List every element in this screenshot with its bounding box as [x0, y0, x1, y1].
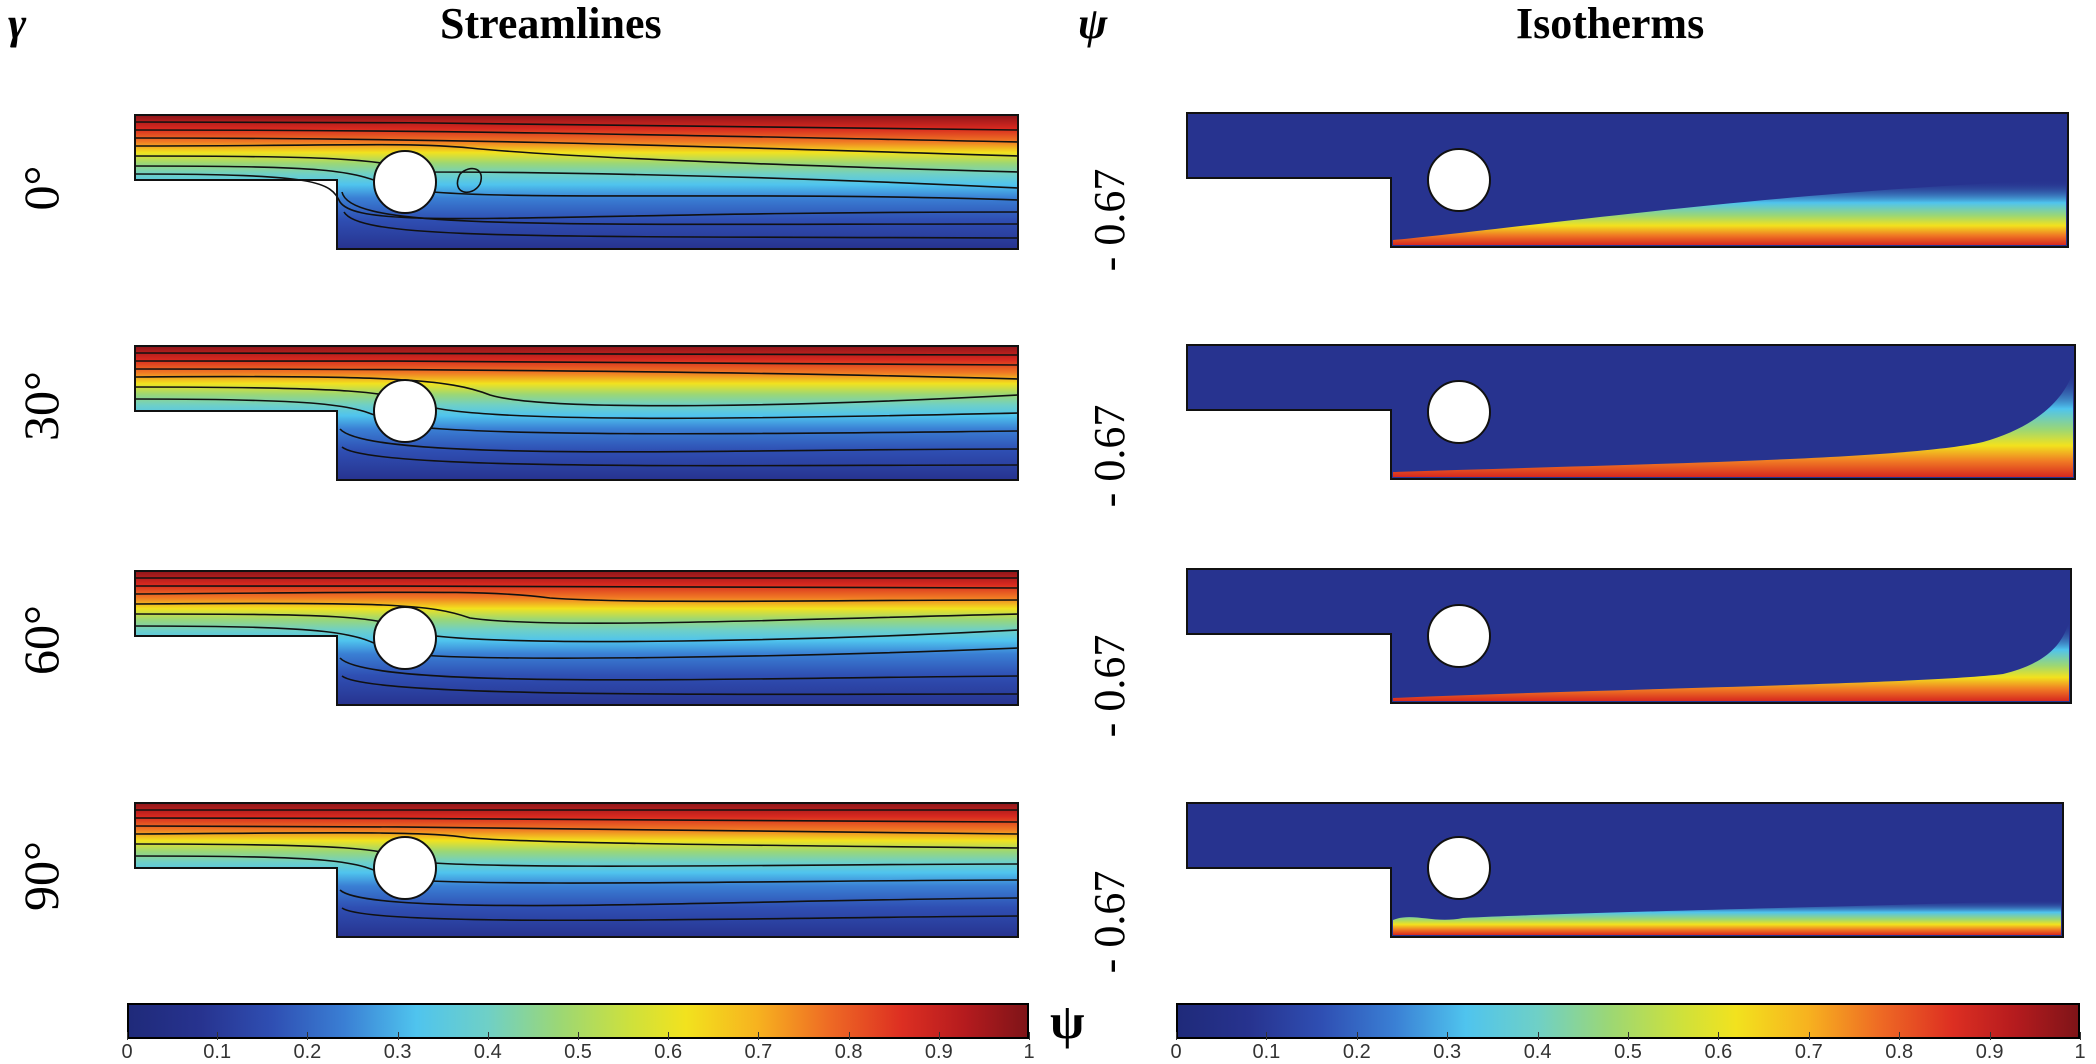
colorbar-tick-mark: [758, 1032, 760, 1040]
colorbar-tick-mark: [938, 1032, 940, 1040]
colorbar-tick-mark: [127, 1032, 128, 1040]
streamlines-colorbar-ticks: 0 0.1 0.2 0.3 0.4 0.5 0.6 0.7 0.8 0.9 1: [121, 1032, 1035, 1064]
streamlines-title: Streamlines: [440, 0, 662, 48]
colorbar-tick-label: 0.7: [1794, 1041, 1823, 1063]
psi-value-row-3: - 0.67: [1085, 870, 1134, 974]
colorbar-tick-label: 0.3: [383, 1041, 412, 1063]
streamlines-panel-90deg: [134, 802, 1019, 938]
psi-value-row-0: - 0.67: [1085, 168, 1134, 272]
colorbar-tick-mark: [1266, 1032, 1268, 1040]
isotherms-panel-0deg: [1186, 112, 2069, 248]
colorbar-tick-mark: [1447, 1032, 1449, 1040]
gamma-label-row-0: 0°: [13, 165, 69, 211]
gamma-label-row-2: 60°: [13, 605, 69, 675]
colorbar-tick-mark: [848, 1032, 850, 1040]
streamlines-panel-0deg: [134, 114, 1019, 250]
isotherms-title: Isotherms: [1516, 0, 1705, 48]
colorbar-tick-mark: [397, 1032, 399, 1040]
gamma-header: γ: [8, 0, 27, 48]
colorbar-tick-label: 1: [2074, 1041, 2086, 1063]
colorbar-tick-label: 0.6: [1704, 1041, 1733, 1063]
colorbar-tick-label: 1: [1023, 1041, 1035, 1063]
colorbar-tick-label: 0.1: [1252, 1041, 1281, 1063]
colorbar-tick-label: 0.2: [1342, 1041, 1371, 1063]
colorbar-tick-label: 0: [1170, 1041, 1182, 1063]
colorbar-tick-label: 0.3: [1433, 1041, 1462, 1063]
colorbar-tick-mark: [1899, 1032, 1901, 1040]
psi-value-row-1: - 0.67: [1085, 404, 1134, 508]
psi-value-row-2: - 0.67: [1085, 634, 1134, 738]
colorbar-tick-label: 0.5: [1614, 1041, 1642, 1063]
colorbar-tick-label: 0.9: [1975, 1041, 2004, 1063]
colorbar-tick-mark: [1537, 1032, 1539, 1040]
colorbar-tick-mark: [217, 1032, 219, 1040]
colorbar-tick-label: 0.2: [293, 1041, 322, 1063]
colorbar-tick-mark: [1356, 1032, 1358, 1040]
colorbar-tick-mark: [1718, 1032, 1720, 1040]
colorbar-tick-label: 0: [121, 1041, 133, 1063]
colorbar-tick-label: 0.8: [1885, 1041, 1914, 1063]
isotherms-panel-30deg: [1186, 344, 2076, 480]
psi-header: ψ: [1078, 0, 1108, 48]
colorbar-tick-label: 0.7: [744, 1041, 773, 1063]
colorbar-tick-mark: [1989, 1032, 1991, 1040]
isotherms-panel-60deg: [1186, 568, 2072, 704]
colorbar-tick-mark: [578, 1032, 579, 1040]
colorbar-tick-mark: [487, 1032, 489, 1040]
streamlines-panel-30deg: [134, 345, 1019, 481]
isotherms-colorbar-ticks: 0 0.1 0.2 0.3 0.4 0.5 0.6 0.7 0.8 0.9 1: [1170, 1032, 2086, 1064]
colorbar-tick-mark: [1176, 1032, 1177, 1040]
colorbar-tick-mark: [1029, 1032, 1030, 1040]
gamma-label-row-1: 30°: [13, 371, 69, 441]
colorbar-tick-mark: [2080, 1032, 2081, 1040]
isotherms-panel-90deg: [1186, 802, 2064, 938]
colorbar-tick-label: 0.1: [203, 1041, 232, 1063]
colorbar-tick-label: 0.8: [834, 1041, 863, 1063]
colorbar-tick-label: 0.9: [924, 1041, 953, 1063]
colorbar-psi-symbol: ψ: [1050, 993, 1085, 1049]
colorbar-tick-label: 0.5: [564, 1041, 592, 1063]
streamlines-panel-60deg: [134, 570, 1019, 706]
gamma-label-row-3: 90°: [13, 841, 69, 911]
colorbar-tick-label: 0.6: [654, 1041, 683, 1063]
colorbar-tick-mark: [307, 1032, 309, 1040]
colorbar-tick-label: 0.4: [1523, 1041, 1552, 1063]
colorbar-tick-label: 0.4: [473, 1041, 502, 1063]
colorbar-tick-mark: [1808, 1032, 1810, 1040]
colorbar-tick-mark: [668, 1032, 670, 1040]
colorbar-tick-mark: [1628, 1032, 1629, 1040]
